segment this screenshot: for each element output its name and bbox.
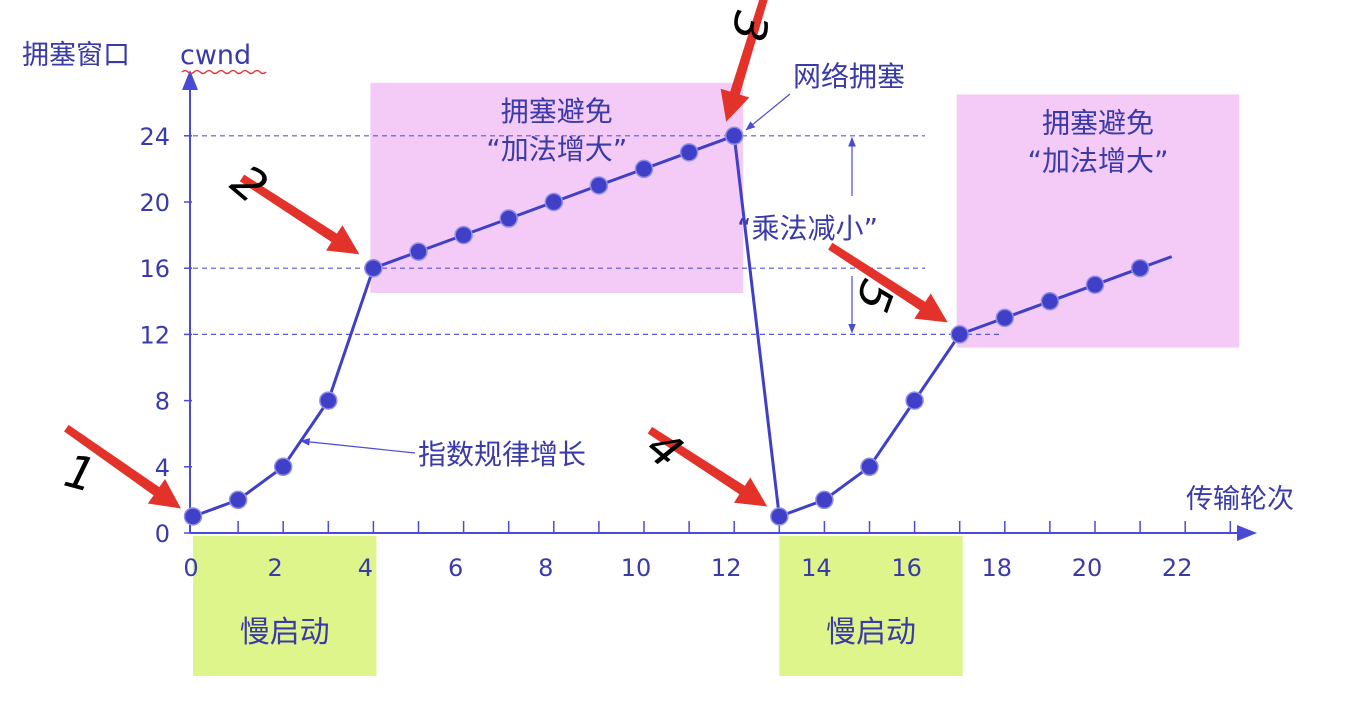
x-tick-label-22: 22 xyxy=(1162,554,1193,582)
data-point-16 xyxy=(905,391,924,410)
data-point-17 xyxy=(950,325,969,344)
region-ss2-label: 慢启动 xyxy=(826,615,916,650)
annotation-exponential-growth: 指数规律增长 xyxy=(418,438,586,471)
step-number-3: 3 xyxy=(721,7,779,45)
annotation-exponential-pointer xyxy=(300,438,416,454)
data-point-13 xyxy=(770,507,789,526)
annotation-multiplicative-decrease: “乘法减小” xyxy=(737,212,878,245)
data-point-14 xyxy=(815,490,834,510)
region-ca2-label-1: “加法增大” xyxy=(1028,144,1169,177)
y-tick-label-24: 24 xyxy=(139,123,170,151)
x-tick-label-14: 14 xyxy=(801,554,832,582)
data-point-8 xyxy=(544,192,564,212)
step-number-2: 2 xyxy=(221,154,278,214)
data-point-18 xyxy=(995,308,1015,328)
step-arrow-shape-5 xyxy=(828,242,948,323)
data-point-19 xyxy=(1040,292,1060,311)
region-ss1-label: 慢启动 xyxy=(240,615,330,650)
y-tick-label-0: 0 xyxy=(155,520,170,548)
data-point-15 xyxy=(860,457,879,477)
regions-layer: 拥塞避免 “加法增大” 拥塞避免 “加法增大” 慢启动 慢启动 xyxy=(193,82,1240,676)
region-ca2 xyxy=(956,94,1240,348)
region-ca2-label-0: 拥塞避免 xyxy=(1042,106,1154,139)
annotation-congestion-pointer xyxy=(745,93,791,131)
step-arrow-5 xyxy=(828,242,948,323)
series-layer xyxy=(183,126,1173,526)
data-point-3 xyxy=(319,391,338,410)
data-point-10 xyxy=(634,159,654,179)
data-point-6 xyxy=(454,225,473,245)
region-ss1 xyxy=(193,536,377,676)
data-point-7 xyxy=(499,209,518,228)
cwnd-spellcheck-squiggle xyxy=(181,69,267,75)
data-point-12 xyxy=(724,126,744,146)
data-point-11 xyxy=(679,143,699,162)
data-point-20 xyxy=(1085,275,1105,294)
step-arrow-shape-1 xyxy=(64,424,181,509)
step-arrow-shape-2 xyxy=(239,174,360,255)
y-tick-label-20: 20 xyxy=(139,189,170,217)
step-arrow-shape-3 xyxy=(720,0,770,122)
data-point-2 xyxy=(273,457,293,477)
x-tick-label-6: 6 xyxy=(448,554,463,582)
axes: 拥塞窗口 cwnd 传输轮次 xyxy=(22,40,1294,541)
annotations: 网络拥塞 “乘法减小” 指数规律增长 xyxy=(300,60,905,471)
x-tick-label-10: 10 xyxy=(621,554,652,582)
step-arrow-3 xyxy=(720,0,770,122)
data-point-9 xyxy=(589,176,609,195)
x-tick-label-4: 4 xyxy=(358,554,373,582)
step-arrow-2 xyxy=(239,174,360,255)
data-point-4 xyxy=(364,258,383,278)
y-tick-label-8: 8 xyxy=(155,388,170,416)
y-axis-title-cwnd: cwnd xyxy=(180,40,251,71)
step-arrow-shape-4 xyxy=(647,426,768,507)
step-number-5: 5 xyxy=(844,273,905,319)
y-axis-title: 拥塞窗口 xyxy=(22,40,130,71)
x-tick-label-0: 0 xyxy=(183,554,198,582)
region-ca1 xyxy=(370,82,744,294)
y-tick-label-16: 16 xyxy=(139,255,170,283)
data-point-21 xyxy=(1130,258,1150,278)
data-point-0 xyxy=(183,507,203,526)
annotation-congestion: 网络拥塞 xyxy=(793,60,905,93)
region-ca1-label-1: “加法增大” xyxy=(486,133,627,166)
x-tick-label-12: 12 xyxy=(711,554,742,582)
x-tick-label-16: 16 xyxy=(891,554,922,582)
data-point-1 xyxy=(228,490,248,510)
x-tick-label-20: 20 xyxy=(1072,554,1103,582)
x-tick-label-2: 2 xyxy=(268,554,283,582)
step-arrow-1 xyxy=(64,424,181,509)
x-tick-label-8: 8 xyxy=(538,554,553,582)
reference-lines xyxy=(193,135,1000,335)
x-tick-label-18: 18 xyxy=(982,554,1013,582)
region-ss2 xyxy=(779,536,963,676)
y-tick-label-12: 12 xyxy=(139,321,170,349)
y-tick-label-4: 4 xyxy=(155,454,170,482)
step-number-1: 1 xyxy=(59,443,101,503)
region-ca1-label-0: 拥塞避免 xyxy=(501,95,613,128)
step-arrow-4 xyxy=(647,426,768,507)
x-axis-title: 传输轮次 xyxy=(1186,484,1294,515)
data-point-5 xyxy=(409,242,428,261)
